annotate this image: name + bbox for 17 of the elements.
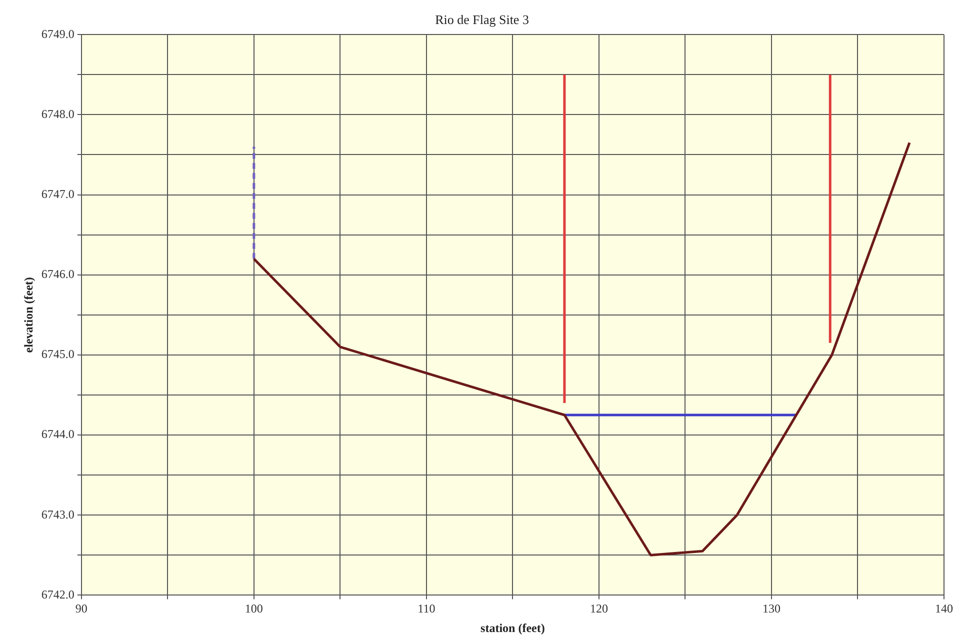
x-tick-label: 140 [935, 602, 953, 616]
y-tick-label: 6742.0 [41, 587, 74, 602]
x-tick-label: 120 [590, 602, 608, 616]
x-tick-label: 90 [75, 602, 88, 616]
y-tick-label: 6746.0 [41, 267, 74, 282]
y-tick-label: 6743.0 [41, 507, 74, 522]
x-tick-label: 130 [762, 602, 780, 616]
x-tick-label: 100 [244, 602, 263, 616]
y-axis-title: elevation (feet) [21, 277, 36, 353]
y-tick-label: 6744.0 [41, 427, 74, 442]
y-tick-label: 6748.0 [41, 106, 74, 121]
chart-title: Rio de Flag Site 3 [435, 12, 529, 28]
y-tick-label: 6749.0 [41, 26, 74, 41]
x-tick-label: 110 [418, 602, 436, 616]
y-tick-label: 6747.0 [41, 186, 74, 201]
y-tick-label: 6745.0 [41, 347, 74, 362]
x-axis-title: station (feet) [480, 620, 545, 635]
